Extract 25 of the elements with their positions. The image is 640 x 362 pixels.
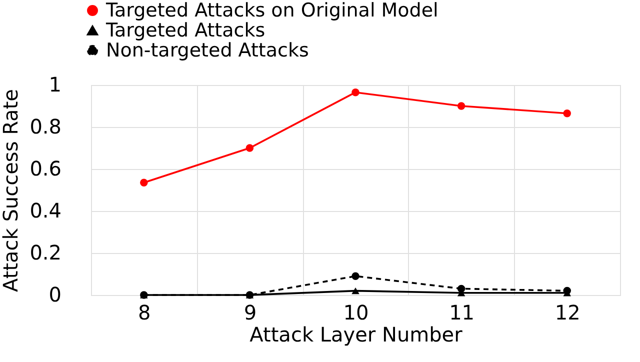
point [457, 102, 466, 110]
y-tick-label: 1 [48, 72, 62, 96]
x-axis-title: Attack Layer Number [250, 322, 464, 346]
y-tick-label: 0.2 [30, 240, 62, 264]
y-tick-label: 0.4 [30, 198, 62, 222]
x-tick-label: 8 [138, 300, 151, 324]
x-tick-label: 9 [244, 300, 257, 324]
y-tick-label: 0.6 [30, 156, 62, 180]
point [457, 284, 466, 293]
point [352, 287, 360, 294]
x-tick-label: 11 [449, 300, 475, 324]
y-tick-label: 0.8 [30, 114, 62, 138]
x-tick-label: 12 [554, 300, 580, 324]
legend-label: Non-targeted Attacks [106, 40, 309, 62]
point [140, 178, 148, 187]
legend-label: Targeted Attacks [105, 20, 266, 42]
x-tick-label: 10 [343, 300, 369, 324]
point [246, 144, 254, 152]
point [352, 88, 360, 96]
point [563, 286, 571, 295]
point [352, 272, 360, 280]
point [563, 109, 571, 118]
legend-label: Targeted Attacks on Original Model [105, 0, 438, 22]
y-tick-label: 0 [48, 282, 62, 306]
y-axis-title: Attack Success Rate [0, 89, 23, 292]
